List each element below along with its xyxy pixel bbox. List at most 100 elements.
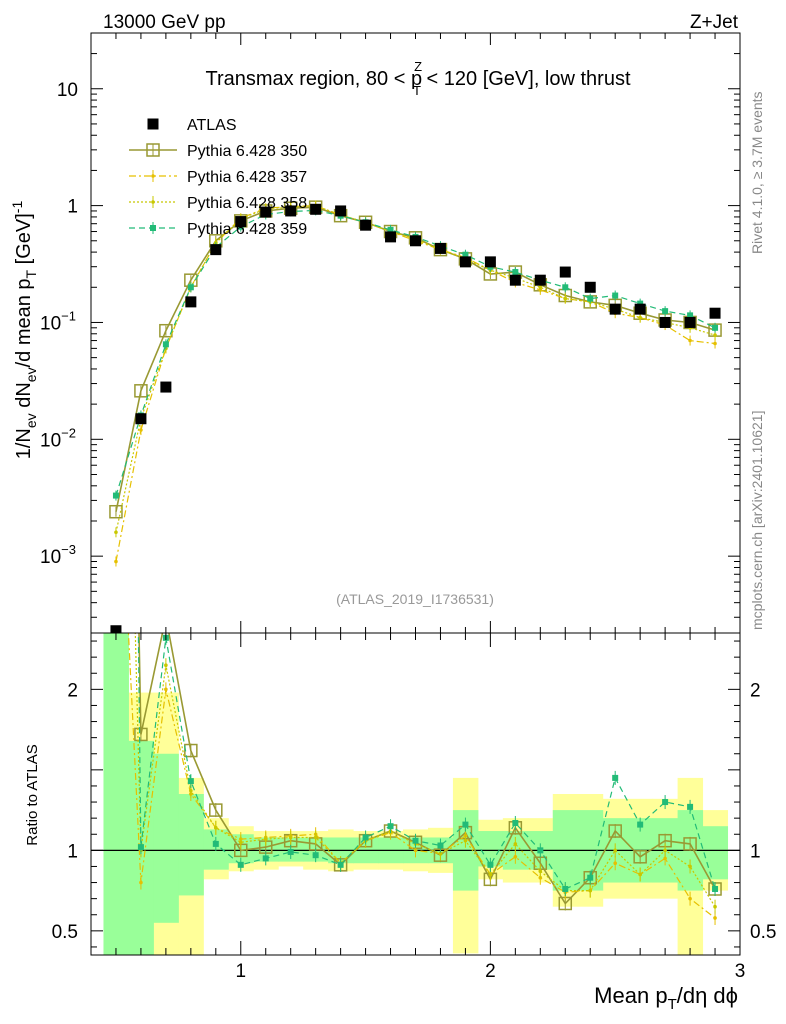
point-p358 (638, 315, 642, 320)
legend-marker-atlas (147, 118, 159, 130)
ratio-point-p357 (114, 382, 118, 386)
band-green (103, 633, 129, 955)
ratio-point-p358 (713, 904, 717, 909)
ratio-point-p358 (238, 840, 243, 845)
ratio-point-p359 (487, 861, 494, 868)
main-plot-area (109, 200, 722, 633)
ratio-point-p359 (187, 778, 194, 785)
ratio-point-p359 (537, 847, 544, 854)
point-atlas (709, 307, 721, 319)
point-p359 (612, 292, 619, 299)
ratio-point-p359 (412, 837, 419, 844)
legend-label-atlas: ATLAS (187, 117, 237, 134)
point-p359 (162, 341, 169, 348)
ratio-point-p359 (562, 885, 569, 892)
ratio-point-p359 (612, 774, 619, 781)
legend: ATLAS Pythia 6.428 350 Pythia 6.428 357 Pyt… (129, 117, 307, 238)
point-p359 (562, 284, 569, 291)
legend-label-p359: Pythia 6.428 359 (187, 221, 307, 238)
analysis-watermark: (ATLAS_2019_I1736531) (336, 591, 494, 607)
point-atlas (634, 303, 646, 315)
ratio-point-p358 (313, 835, 318, 840)
ratio-point-p358 (189, 788, 193, 793)
point-atlas (410, 235, 421, 247)
ratio-point-p359 (337, 861, 344, 868)
ratio-point-p358 (688, 864, 692, 869)
ratio-point-p357 (164, 687, 168, 692)
point-p359 (587, 295, 594, 302)
ratio-y-tick-label-right: 0.5 (750, 922, 776, 943)
ratio-point-p358 (463, 838, 468, 843)
ratio-point-p359 (312, 852, 319, 859)
point-atlas (534, 274, 546, 286)
ratio-point-p357 (713, 916, 717, 920)
ratio-point-p359 (462, 821, 469, 828)
point-atlas (310, 203, 322, 215)
ratio-y-tick-label-left: 2 (67, 680, 78, 701)
series-line-p359 (115, 209, 716, 496)
point-atlas (684, 316, 696, 328)
band-green (702, 826, 729, 880)
ratio-ylabel: Ratio to ATLAS (24, 744, 41, 845)
point-p359 (637, 300, 644, 307)
point-p357 (688, 338, 692, 343)
legend-label-p350: Pythia 6.428 350 (187, 143, 307, 160)
y-tick-label: 10 (57, 80, 78, 101)
ratio-point-p358 (588, 888, 593, 893)
ratio-y-tick-label-left: 0.5 (52, 922, 78, 943)
ratio-line-p358 (134, 633, 716, 908)
ratio-point-p358 (663, 848, 667, 853)
point-p359 (462, 251, 469, 258)
point-atlas (260, 206, 272, 218)
point-atlas (160, 381, 172, 393)
ratio-point-p359 (287, 848, 294, 855)
ratio-point-p358 (638, 872, 642, 877)
band-green (153, 753, 179, 923)
x-tick-label: 3 (735, 961, 746, 982)
point-p359 (112, 492, 119, 499)
legend-marker-p350 (146, 143, 160, 157)
point-p359 (187, 284, 194, 291)
ratio-point-p357 (663, 856, 667, 861)
ratio-point-p358 (488, 872, 493, 877)
point-p358 (114, 530, 118, 535)
ratio-point-p358 (538, 869, 543, 874)
header-right: Z+Jet (690, 12, 739, 33)
point-atlas (360, 219, 372, 231)
top-ylabel: 1/Nev dNev/d mean pT [GeV]-1 (9, 201, 39, 460)
point-atlas (659, 316, 671, 328)
y-tick-label: 1 (67, 197, 78, 218)
ratio-point-p357 (613, 861, 617, 866)
point-atlas (210, 244, 222, 256)
ratio-point-p358 (214, 826, 218, 830)
point-atlas (459, 256, 471, 268)
point-p357 (139, 428, 143, 432)
ratio-point-p350 (683, 837, 697, 851)
ratio-point-p350 (134, 727, 148, 742)
ratio-point-p358 (438, 851, 443, 856)
series-line-p358 (115, 204, 716, 533)
ratio-point-p350 (209, 803, 223, 817)
point-p359 (687, 312, 694, 319)
plot-title: Transmax region, 80 < pZ T < 120 [GeV], l… (205, 59, 630, 98)
ratio-point-p359 (687, 803, 694, 810)
ratio-plot-area (91, 382, 740, 955)
ratio-point-p359 (362, 834, 369, 841)
point-p359 (512, 269, 519, 276)
y-tick-label: 10−2 (40, 425, 76, 451)
ratio-point-p357 (139, 880, 143, 885)
point-atlas (285, 205, 297, 217)
ratio-point-p359 (212, 840, 219, 847)
ratio-point-p359 (587, 874, 594, 881)
ratio-point-p359 (662, 799, 669, 806)
ratio-point-p350 (160, 611, 172, 623)
ratio-point-p357 (688, 896, 692, 901)
ratio-point-p358 (263, 837, 268, 841)
xlabel: Mean pT/dη dϕ (594, 983, 738, 1013)
point-atlas (609, 303, 621, 315)
ratio-point-p359 (137, 844, 144, 851)
mcplots-label: mcplots.cern.ch [arXiv:2401.10621] (749, 411, 765, 630)
ratio-point-p359 (437, 842, 444, 849)
ratio-y-tick-label-right: 1 (750, 841, 761, 862)
